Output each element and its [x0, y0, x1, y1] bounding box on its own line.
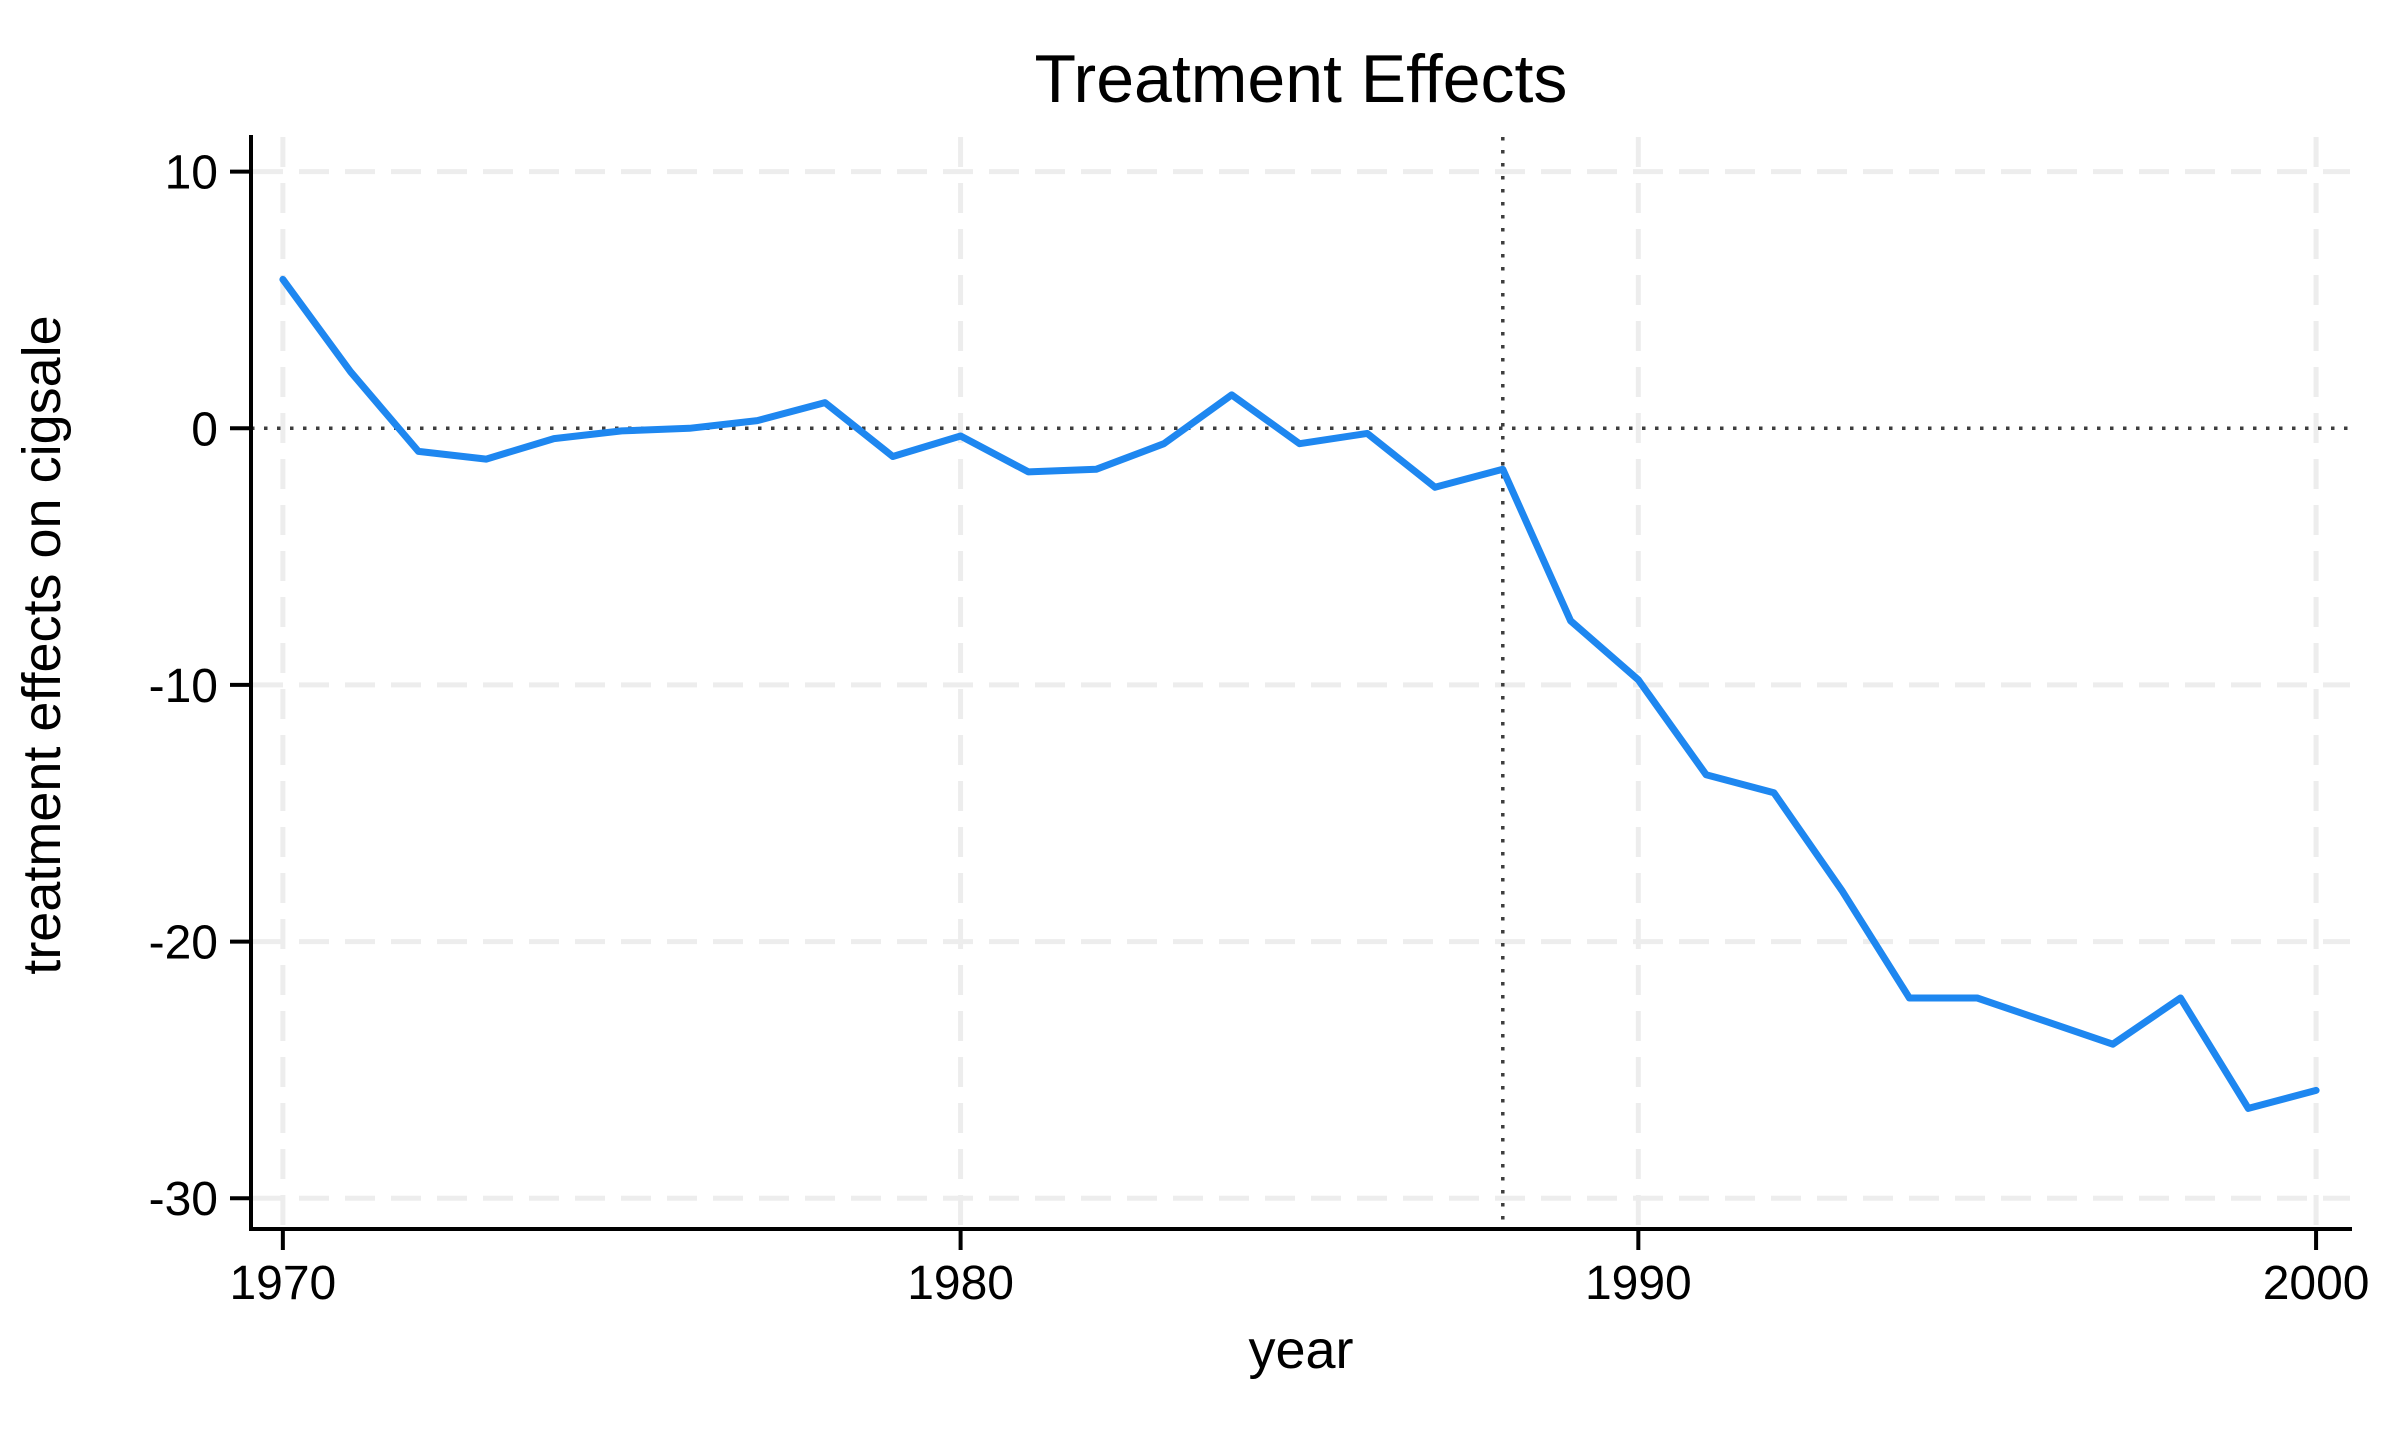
y-tick-label: -20	[149, 917, 218, 970]
chart-title: Treatment Effects	[1035, 41, 1568, 117]
x-tick-label: 2000	[2263, 1257, 2370, 1310]
axis-spines-layer	[249, 135, 2352, 1231]
gridlines-layer	[253, 137, 2350, 1227]
x-axis-title: year	[1248, 1320, 1353, 1380]
y-tick-label: 10	[165, 147, 218, 200]
reference-lines-layer	[251, 137, 2352, 1229]
y-tick-label: -10	[149, 660, 218, 713]
data-series-layer	[279, 275, 2320, 1112]
y-axis-title: treatment effects on cigsale	[12, 315, 72, 974]
x-tick-label: 1970	[229, 1257, 336, 1310]
x-tick-label: 1980	[907, 1257, 1014, 1310]
y-tick-label: 0	[191, 403, 218, 456]
y-tick-label: -30	[149, 1173, 218, 1226]
cigsale-gap-line	[279, 275, 2320, 1112]
x-tick-label: 1990	[1585, 1257, 1692, 1310]
axis-ticks-layer	[230, 169, 2319, 1250]
